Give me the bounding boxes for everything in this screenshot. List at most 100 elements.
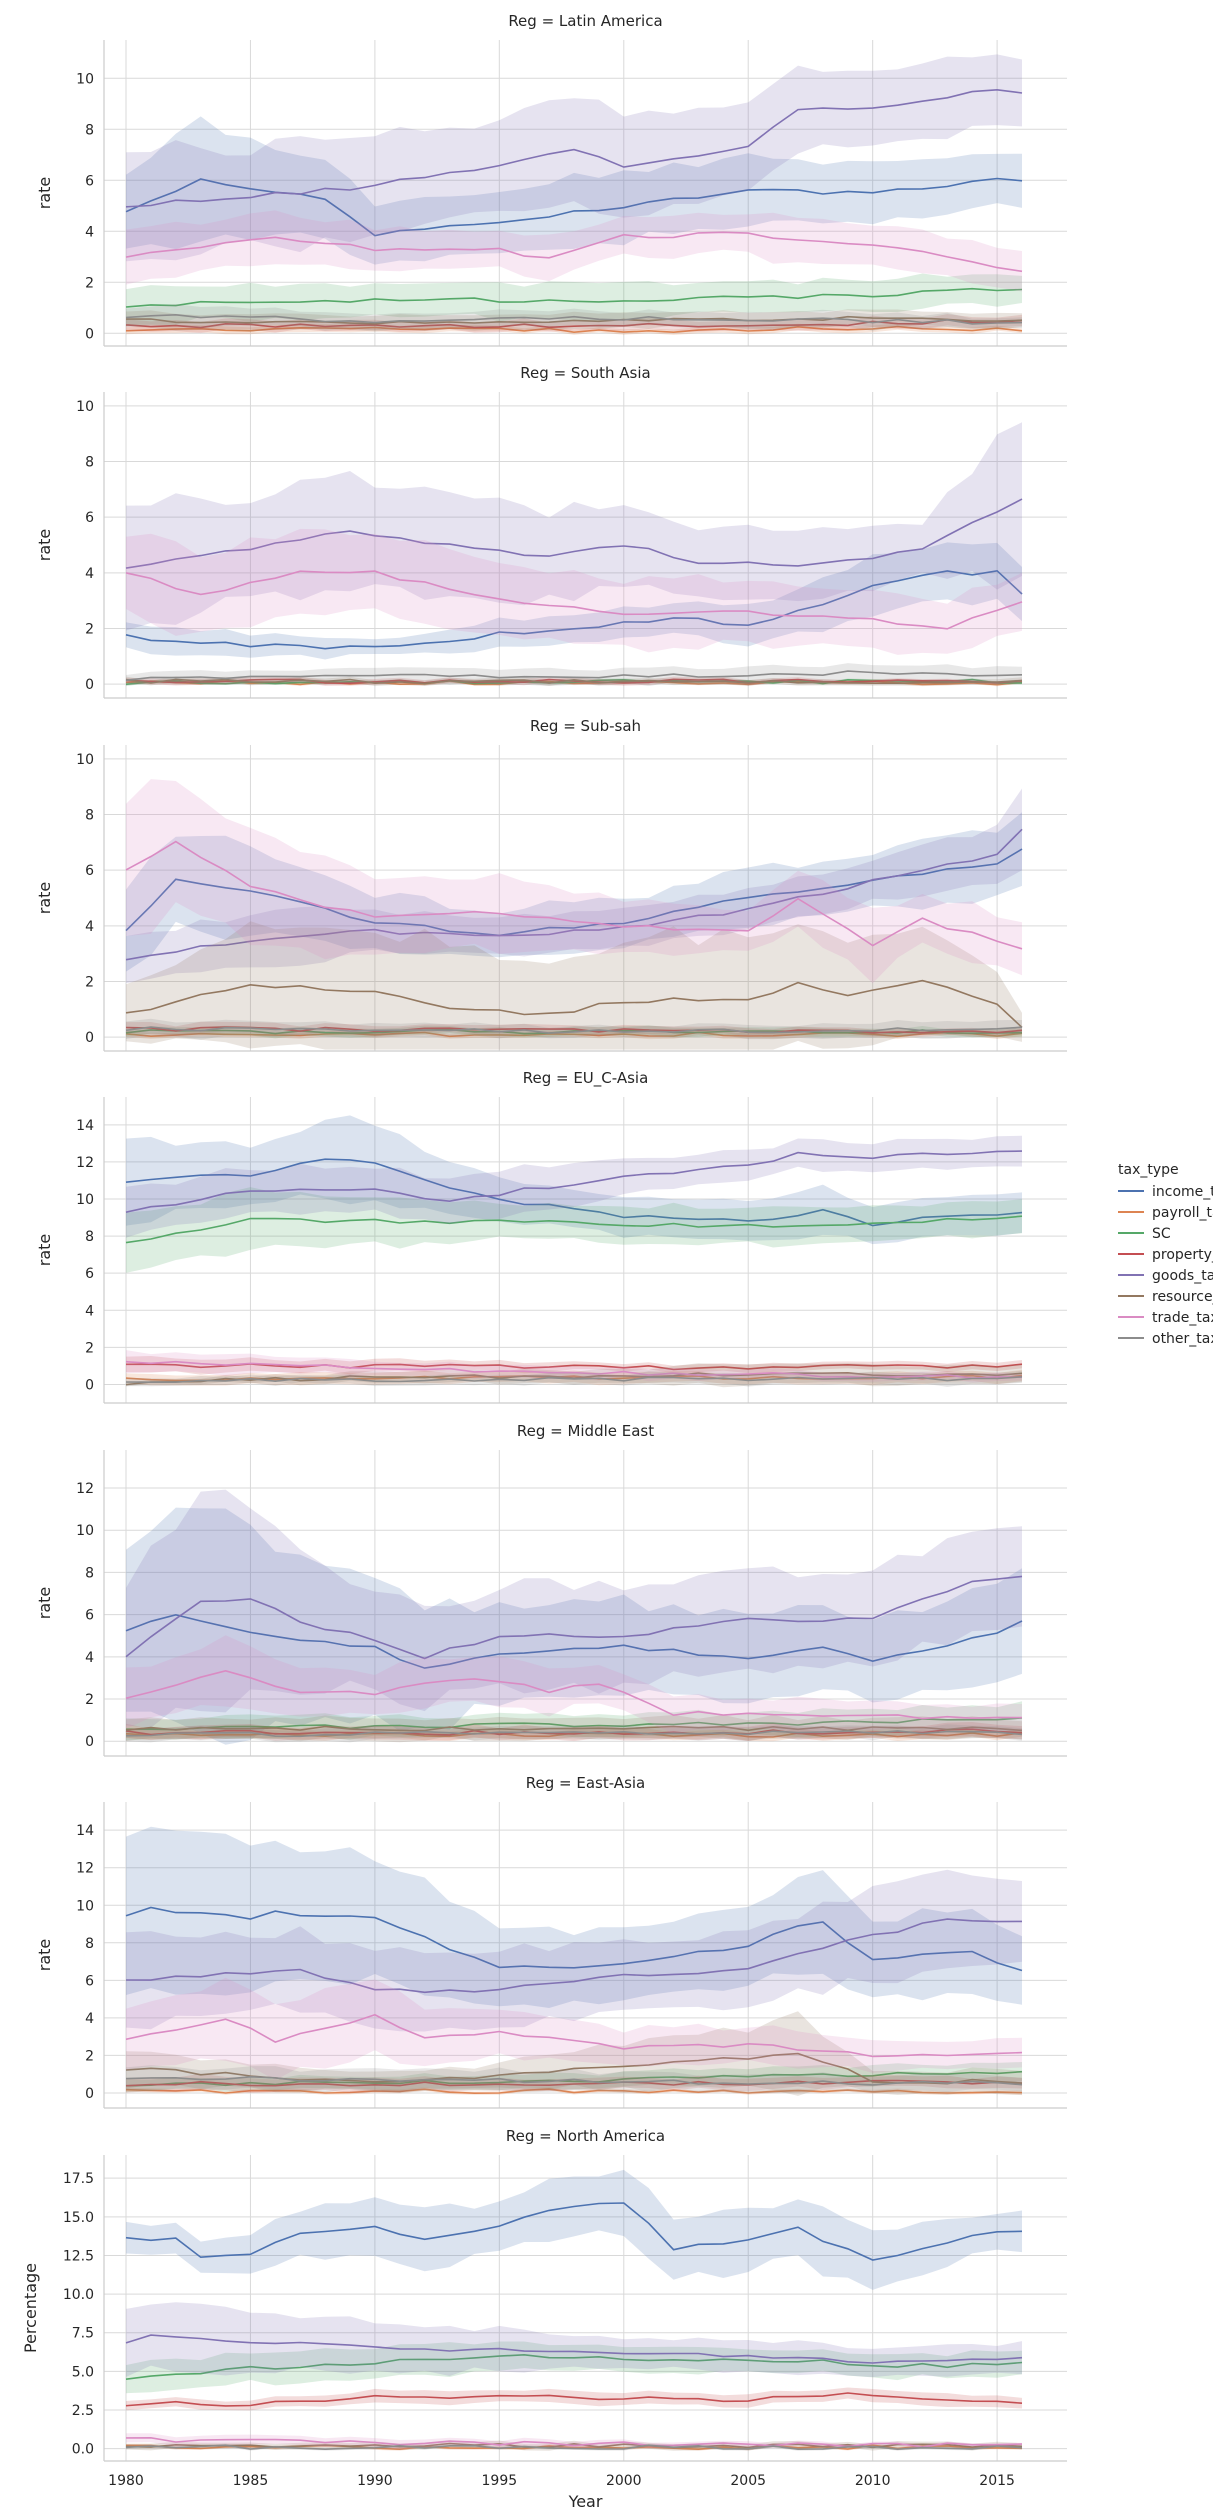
panel-title: Reg = Latin America: [508, 12, 662, 30]
y-axis-label: rate: [35, 882, 54, 915]
y-tick-label: 17.5: [63, 2171, 94, 2187]
y-tick-label: 8: [85, 1229, 94, 1245]
x-tick-label: 2000: [606, 2473, 642, 2489]
series-line-resource_tax: [125, 1371, 1023, 1386]
series-line-resource_tax: [125, 979, 1023, 1028]
y-tick-label: 8: [85, 1936, 94, 1952]
series-line-income_tax: [125, 569, 1023, 650]
confidence-band-SC: [126, 273, 1022, 325]
y-tick-label: 10: [76, 1523, 94, 1539]
y-tick-label: 2.5: [72, 2403, 94, 2419]
y-axis-label: rate: [35, 1234, 54, 1267]
x-tick-label: 1990: [357, 2473, 393, 2489]
x-tick-label: 2015: [979, 2473, 1015, 2489]
confidence-band-trade_tax: [126, 2433, 1022, 2450]
legend-entry-SC: SC: [1152, 1226, 1171, 1242]
y-tick-label: 8: [85, 455, 94, 471]
confidence-band-goods_tax: [126, 422, 1022, 631]
confidence-band-income_tax: [126, 542, 1022, 660]
y-tick-label: 8: [85, 1565, 94, 1581]
y-tick-label: 2: [85, 1340, 94, 1356]
x-tick-label: 2010: [855, 2473, 891, 2489]
y-tick-label: 0: [85, 1734, 94, 1750]
y-tick-label: 2: [85, 275, 94, 291]
y-tick-label: 10.0: [63, 2287, 94, 2303]
series-line-property_tax: [125, 2392, 1023, 2407]
x-tick-label: 2005: [730, 2473, 766, 2489]
y-tick-label: 0: [85, 1030, 94, 1046]
x-tick-label: 1980: [108, 2473, 144, 2489]
y-tick-label: 10: [76, 71, 94, 87]
legend-title: tax_type: [1118, 1162, 1179, 1178]
series-line-income_tax: [125, 1158, 1023, 1227]
y-tick-label: 2: [85, 974, 94, 990]
y-tick-label: 4: [85, 919, 94, 935]
x-tick-label: 1995: [482, 2473, 518, 2489]
confidence-band-property_tax: [126, 314, 1022, 334]
series-line-other_tax: [125, 1026, 1023, 1034]
y-tick-label: 10: [76, 399, 94, 415]
panel-title: Reg = Middle East: [517, 1422, 654, 1440]
confidence-band-other_tax: [126, 1018, 1022, 1040]
series-line-property_tax: [125, 1026, 1023, 1034]
legend-entry-resource_tax: resource_tax: [1152, 1289, 1213, 1305]
series-line-income_tax: [125, 1906, 1023, 1972]
facet-panel: Reg = Middle East 0 2 4 6 8 10 12 rate: [35, 1422, 1067, 1757]
confidence-band-income_tax: [126, 1507, 1022, 1745]
series-line-trade_tax: [125, 231, 1023, 273]
facet-panel: Reg = Latin America 0 2 4 6 8 10 rate: [35, 12, 1067, 347]
legend-entry-other_tax: other_tax: [1152, 1331, 1213, 1347]
confidence-band-trade_tax: [126, 779, 1022, 984]
series-line-resource_tax: [125, 1725, 1023, 1732]
y-tick-label: 12: [76, 1861, 94, 1877]
series-line-goods_tax: [125, 1150, 1023, 1213]
series-line-payroll_tax: [125, 1374, 1023, 1382]
series-line-property_tax: [125, 678, 1023, 685]
y-axis-label: rate: [35, 1939, 54, 1972]
series-line-payroll_tax: [125, 325, 1023, 334]
y-tick-label: 6: [85, 1266, 94, 1282]
legend: tax_type income_tax payroll_tax SC property_…: [1118, 1162, 1213, 1347]
y-tick-label: 0: [85, 2086, 94, 2102]
legend-entry-income_tax: income_tax: [1152, 1184, 1213, 1200]
confidence-band-property_tax: [126, 2387, 1022, 2411]
series-line-trade_tax: [125, 2013, 1023, 2058]
panel-title: Reg = EU_C-Asia: [523, 1069, 649, 1088]
series-line-SC: [125, 2353, 1023, 2380]
panel-title: Reg = North America: [506, 2127, 665, 2145]
y-tick-label: 12: [76, 1155, 94, 1171]
series-line-other_tax: [125, 2075, 1023, 2086]
y-tick-label: 14: [76, 1823, 94, 1839]
confidence-band-goods_tax: [126, 788, 1022, 984]
confidence-band-other_tax: [126, 1724, 1022, 1743]
series-line-property_tax: [125, 2079, 1023, 2087]
y-tick-label: 10: [76, 1192, 94, 1208]
series-line-trade_tax: [125, 1669, 1023, 1720]
confidence-band-resource_tax: [126, 2011, 1022, 2096]
y-tick-label: 6: [85, 1973, 94, 1989]
y-axis-label: rate: [35, 529, 54, 562]
confidence-band-goods_tax: [126, 1869, 1022, 2032]
panel-title: Reg = South Asia: [520, 364, 650, 382]
legend-entry-goods_tax: goods_tax: [1152, 1268, 1213, 1284]
y-tick-label: 6: [85, 510, 94, 526]
panel-title: Reg = East-Asia: [526, 1774, 646, 1792]
confidence-band-resource_tax: [126, 921, 1022, 1050]
x-tick-label: 1985: [233, 2473, 269, 2489]
series-line-resource_tax: [125, 678, 1023, 685]
confidence-band-SC: [126, 1701, 1022, 1741]
facet-panel: Reg = Sub-sah 0 2 4 6 8 10 rate: [35, 717, 1067, 1052]
confidence-band-goods_tax: [126, 54, 1022, 262]
y-tick-label: 14: [76, 1118, 94, 1134]
y-axis-label: Percentage: [21, 2263, 40, 2353]
y-tick-label: 5.0: [72, 2364, 94, 2380]
confidence-band-trade_tax: [126, 1977, 1022, 2080]
series-line-SC: [125, 2070, 1023, 2087]
series-line-goods_tax: [125, 1918, 1023, 1994]
y-tick-label: 2: [85, 1692, 94, 1708]
confidence-band-income_tax: [126, 116, 1022, 265]
series-line-other_tax: [125, 670, 1023, 682]
confidence-band-trade_tax: [126, 528, 1022, 655]
series-line-income_tax: [125, 2202, 1023, 2261]
series-line-other_tax: [125, 1376, 1023, 1383]
